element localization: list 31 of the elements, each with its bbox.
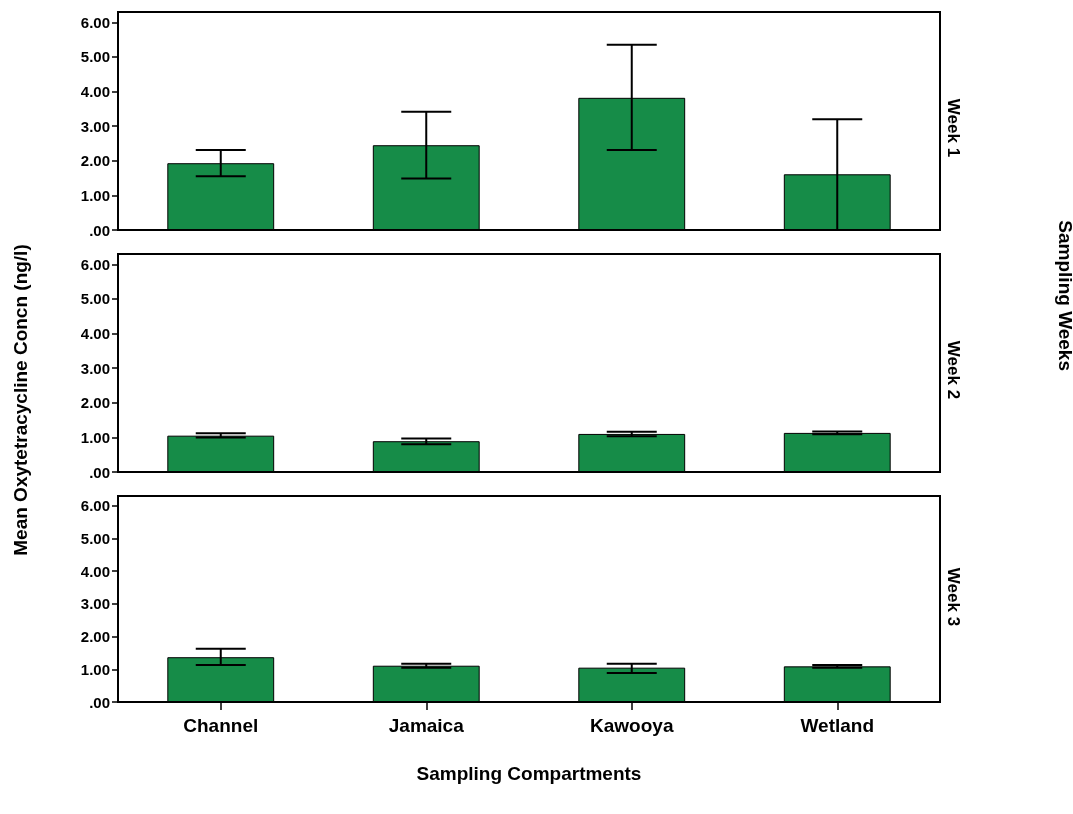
y-tick-label: 6.00 (80, 13, 110, 31)
x-axis-title: Sampling Compartments (416, 763, 642, 784)
y-tick-label: .00 (89, 693, 110, 711)
x-tick-label: Jamaica (388, 715, 465, 736)
y-tick-label: .00 (89, 221, 110, 239)
y-axis-title: Mean Oxytetracycline Concn (ng/l) (10, 244, 32, 556)
y-tick-label: 4.00 (80, 562, 110, 580)
y-tick-label: 6.00 (80, 497, 110, 515)
y-tick-label: 5.00 (80, 290, 110, 308)
y-tick-label: 5.00 (80, 48, 110, 66)
y-tick-label: 6.00 (80, 255, 110, 273)
y-tick-label: 2.00 (80, 152, 110, 170)
y-tick-label: .00 (89, 463, 110, 481)
y-tick-label: 4.00 (80, 83, 110, 101)
y-tick-label: 4.00 (80, 325, 110, 343)
text: Week 3 (943, 567, 963, 627)
x-tick-label: Kawooya (590, 715, 674, 736)
text: Week 2 (943, 340, 963, 400)
y-tick-label: 2.00 (80, 628, 110, 646)
y-tick-label: 3.00 (80, 359, 110, 377)
y-tick-label: 3.00 (80, 117, 110, 135)
y-tick-label: 5.00 (80, 530, 110, 548)
text: Sampling Weeks (1054, 220, 1073, 371)
y-tick-label: 1.00 (80, 186, 110, 204)
text: Week 1 (943, 98, 963, 158)
y-tick-label: 2.00 (80, 394, 110, 412)
y-tick-label: 1.00 (80, 660, 110, 678)
y-tick-label: 3.00 (80, 595, 110, 613)
x-tick-label: Channel (183, 715, 259, 736)
x-tick-label: Wetland (800, 715, 875, 736)
y-tick-label: 1.00 (80, 428, 110, 446)
